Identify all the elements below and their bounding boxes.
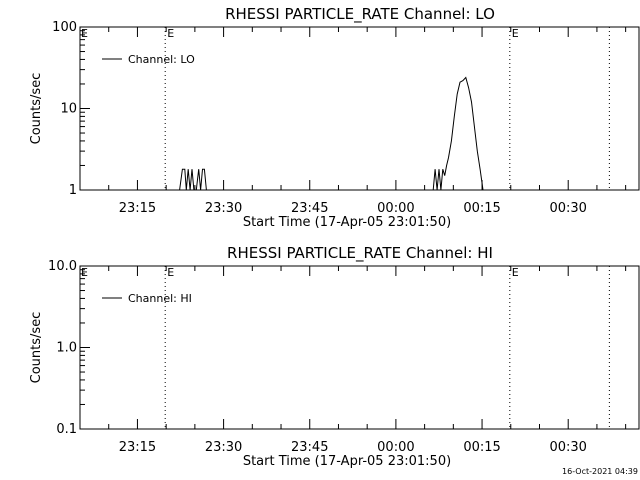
lo-x-tick-label-1: 23:30: [205, 201, 242, 216]
footer-timestamp: 16-Oct-2021 04:39: [562, 467, 638, 476]
hi-x-tick-label-2: 23:45: [291, 440, 328, 455]
lo-x-tick-label-2: 23:45: [291, 201, 328, 216]
hi-x-tick-label-3: 00:00: [377, 440, 414, 455]
lo-x-tick-label-5: 00:30: [549, 201, 586, 216]
hi-event-marker-label-0: E: [167, 266, 174, 279]
lo-channel-chart: RHESSI PARTICLE_RATE Channel: LO 23:15 23:…: [29, 5, 640, 230]
lo-x-axis-label: Start Time (17-Apr-05 23:01:50): [243, 215, 451, 230]
hi-x-tick-label-4: 00:15: [463, 440, 500, 455]
lo-x-tick-label-3: 00:00: [377, 201, 414, 216]
lo-plot-frame: [79, 26, 640, 191]
hi-y-axis-label: Counts/sec: [29, 312, 44, 384]
hi-event-marker-label-1: E: [512, 266, 519, 279]
hi-x-axis-label: Start Time (17-Apr-05 23:01:50): [243, 454, 451, 469]
hi-y-tick-label-0: 0.1: [56, 422, 77, 437]
hi-edge-marker-label: E: [81, 266, 88, 279]
lo-edge-marker-label: E: [81, 27, 88, 40]
lo-legend-label: Channel: LO: [128, 53, 195, 66]
hi-channel-chart: RHESSI PARTICLE_RATE Channel: HI 23:15 23:…: [29, 244, 640, 469]
hi-chart-title: RHESSI PARTICLE_RATE Channel: HI: [227, 244, 493, 263]
hi-x-tick-label-0: 23:15: [119, 440, 156, 455]
hi-x-tick-label-1: 23:30: [205, 440, 242, 455]
lo-event-marker-label-1: E: [512, 27, 519, 40]
hi-x-tick-label-5: 00:30: [549, 440, 586, 455]
hi-plot-frame: [79, 265, 640, 430]
lo-y-tick-label-2: 100: [52, 20, 77, 35]
lo-y-tick-label-0: 1: [69, 183, 77, 198]
lo-x-tick-label-0: 23:15: [119, 201, 156, 216]
lo-x-tick-label-4: 00:15: [463, 201, 500, 216]
lo-y-tick-label-1: 10: [60, 102, 77, 117]
hi-y-tick-label-2: 10.0: [48, 259, 77, 274]
lo-y-axis-label: Counts/sec: [29, 73, 44, 145]
lo-series-line: [179, 76, 486, 191]
hi-legend-label: Channel: HI: [128, 292, 192, 305]
lo-chart-title: RHESSI PARTICLE_RATE Channel: LO: [225, 5, 495, 24]
hi-y-tick-label-1: 1.0: [56, 341, 77, 356]
lo-event-marker-label-0: E: [167, 27, 174, 40]
